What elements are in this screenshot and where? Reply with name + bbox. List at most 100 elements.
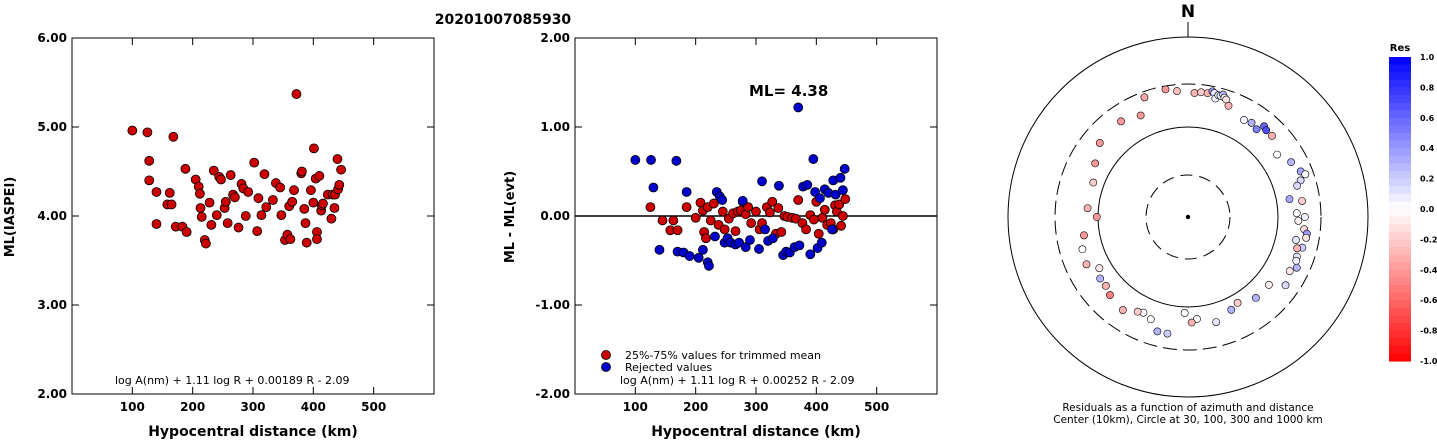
data-point <box>142 127 153 138</box>
colorbar-segment <box>1389 79 1411 88</box>
station-residual <box>1251 293 1260 302</box>
data-point <box>243 187 254 197</box>
station-residual <box>1095 264 1104 273</box>
colorbar-segment <box>1389 193 1411 202</box>
data-point <box>698 244 708 255</box>
x-tick-label: 200 <box>180 400 205 414</box>
station-residual <box>1091 159 1100 168</box>
station-residual <box>1146 315 1155 324</box>
data-point <box>827 224 837 235</box>
data-point <box>233 222 244 233</box>
data-point <box>737 195 748 206</box>
station-residual <box>1117 117 1125 126</box>
data-point <box>802 179 813 190</box>
station-residual <box>1136 111 1145 120</box>
station-residual <box>1187 318 1196 327</box>
station-residual <box>1262 126 1271 135</box>
data-point <box>301 237 312 248</box>
data-point <box>746 218 757 229</box>
data-point <box>164 187 175 198</box>
colorbar-segment <box>1389 171 1411 180</box>
y-tick-label: 2.00 <box>37 387 67 401</box>
data-point <box>332 154 343 164</box>
y-tick-label: 0.00 <box>540 209 570 223</box>
data-point <box>690 212 701 223</box>
data-point <box>259 169 270 180</box>
x-tick-label: 100 <box>623 400 648 414</box>
station-residual <box>1300 213 1309 221</box>
station-residual <box>1293 244 1302 253</box>
legend-marker-trimmed <box>601 350 611 360</box>
colorbar-segment <box>1389 148 1411 157</box>
station-residual <box>1106 291 1114 299</box>
x-tick-label: 500 <box>361 400 386 414</box>
station-residual <box>1092 213 1101 221</box>
y-tick-label: -1.00 <box>535 298 570 312</box>
data-points <box>630 102 851 271</box>
data-point <box>767 196 778 207</box>
data-point <box>790 213 801 224</box>
colorbar-segment <box>1389 292 1411 301</box>
data-point <box>256 210 267 221</box>
station-residual <box>1233 299 1242 307</box>
colorbar-tick-label: -0.4 <box>1420 266 1437 275</box>
station-residual <box>1293 181 1302 190</box>
colorbar-tick-label: 0.4 <box>1420 144 1435 153</box>
data-point <box>648 182 659 193</box>
station-residual <box>1212 318 1221 326</box>
colorbar-tick-label: 0.0 <box>1420 205 1435 214</box>
legend-label-trimmed: 25%-75% values for trimmed mean <box>625 349 821 362</box>
x-tick-label: 200 <box>683 400 708 414</box>
colorbar-segment <box>1389 285 1411 294</box>
data-point <box>767 233 778 244</box>
data-point <box>206 219 217 230</box>
data-point <box>329 203 340 213</box>
y-tick-label: 4.00 <box>37 209 67 223</box>
y-axis-ticks: 2.00 3.00 4.00 5.00 6.00 <box>37 31 434 401</box>
data-point <box>296 166 307 177</box>
polar-caption-line1: Residuals as a function of azimuth and d… <box>1062 402 1313 414</box>
data-point <box>717 206 728 217</box>
data-point <box>794 240 805 251</box>
station-residual <box>1095 139 1104 147</box>
data-point <box>249 157 260 168</box>
event-id-title: 20201007085930 <box>435 12 572 28</box>
colorbar-segment <box>1389 209 1411 218</box>
data-point <box>314 171 325 181</box>
y-tick-label: 6.00 <box>37 31 67 45</box>
data-point <box>276 210 287 221</box>
data-point <box>151 219 162 229</box>
station-residual <box>1285 267 1294 275</box>
data-point <box>144 155 155 166</box>
plot-frame <box>71 37 435 395</box>
data-points <box>127 89 346 249</box>
data-point <box>222 218 233 229</box>
x-tick-label: 500 <box>864 400 889 414</box>
data-point <box>309 143 319 154</box>
data-point <box>654 244 665 255</box>
colorbar-segment <box>1389 277 1411 286</box>
colorbar-segment <box>1389 64 1411 73</box>
data-point <box>657 215 668 226</box>
station-residual <box>1197 88 1206 97</box>
station-residual <box>1285 195 1294 204</box>
data-point <box>225 170 236 180</box>
y-axis-label: ML(IASPEI) <box>3 177 18 258</box>
colorbar-tick-label: 0.6 <box>1420 114 1435 123</box>
data-point <box>764 207 775 218</box>
data-point <box>166 199 177 210</box>
circle-300km <box>1054 83 1322 351</box>
data-point <box>809 214 819 225</box>
data-point <box>757 176 767 187</box>
station-residual <box>1302 233 1311 242</box>
data-point <box>336 164 346 175</box>
data-point <box>835 172 846 183</box>
y-tick-label: 3.00 <box>37 298 67 312</box>
data-point <box>734 237 745 248</box>
colorbar-tick-label: 1.0 <box>1420 53 1435 62</box>
colorbar-segment <box>1389 186 1411 195</box>
colorbar-segment <box>1389 95 1411 104</box>
colorbar-segment <box>1389 231 1411 240</box>
data-point <box>287 196 298 207</box>
colorbar-tick-label: 0.8 <box>1420 83 1435 92</box>
